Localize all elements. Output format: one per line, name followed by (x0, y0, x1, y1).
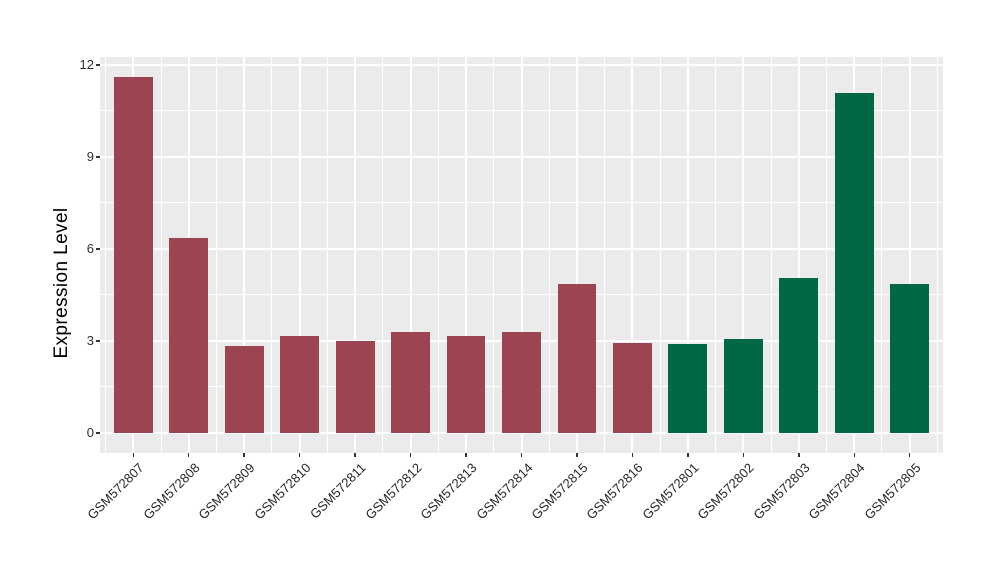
x-tick-label: GSM572808 (140, 460, 203, 523)
minor-gridline-vertical (326, 57, 328, 453)
major-gridline-vertical (465, 57, 468, 453)
bar-gsm572804 (834, 92, 874, 433)
y-tick (96, 248, 100, 250)
minor-gridline-vertical (215, 57, 217, 453)
bar-gsm572805 (890, 284, 930, 433)
minor-gridline-vertical (437, 57, 439, 453)
minor-gridline-vertical (936, 57, 938, 453)
x-tick-label: GSM572801 (639, 460, 702, 523)
minor-gridline-vertical (604, 57, 606, 453)
y-tick-label: 9 (86, 148, 94, 164)
minor-gridline-vertical (105, 57, 107, 453)
minor-gridline-vertical (382, 57, 384, 453)
x-tick (409, 453, 412, 457)
bar-gsm572801 (668, 344, 708, 433)
x-tick (465, 453, 467, 457)
major-gridline-vertical (908, 57, 911, 453)
x-tick (687, 453, 689, 457)
bar-gsm572815 (557, 284, 597, 433)
x-tick (631, 453, 634, 457)
x-tick-label: GSM572816 (583, 460, 647, 523)
y-tick-label: 0 (86, 425, 94, 440)
x-tick (354, 453, 356, 457)
bar-gsm572803 (779, 278, 819, 433)
minor-gridline-vertical (160, 57, 162, 453)
x-tick-label: GSM572811 (307, 460, 369, 522)
major-gridline-vertical (742, 57, 745, 453)
x-tick (187, 453, 190, 457)
x-tick (132, 453, 135, 457)
bar-gsm572807 (113, 77, 153, 433)
bar-gsm572816 (613, 342, 652, 433)
x-tick (520, 453, 523, 457)
bar-gsm572810 (280, 336, 320, 433)
x-tick-label: GSM572813 (417, 460, 480, 523)
y-tick (96, 64, 100, 66)
minor-gridline-vertical (271, 57, 273, 453)
bar-gsm572812 (391, 331, 430, 433)
major-gridline-vertical (409, 57, 412, 453)
minor-gridline-vertical (548, 57, 550, 453)
plot-panel (100, 57, 943, 453)
x-tick (243, 453, 245, 457)
major-gridline-vertical (797, 57, 800, 453)
major-gridline-vertical (631, 57, 634, 453)
x-tick-label: GSM572802 (694, 460, 757, 523)
y-tick-label: 12 (79, 56, 94, 72)
minor-gridline-vertical (770, 57, 772, 453)
bar-gsm572813 (446, 336, 486, 433)
major-gridline-vertical (686, 57, 689, 453)
major-gridline-vertical (520, 57, 523, 453)
major-gridline-vertical (354, 57, 357, 453)
minor-gridline-vertical (826, 57, 828, 453)
x-tick (298, 453, 301, 457)
major-gridline-vertical (575, 57, 578, 453)
x-tick (798, 453, 800, 457)
x-tick-label: GSM572810 (251, 460, 314, 523)
bar-gsm572802 (723, 339, 763, 433)
y-tick-label: 6 (86, 240, 94, 256)
minor-gridline-vertical (881, 57, 883, 453)
x-tick-label: GSM572814 (472, 460, 536, 523)
y-tick (96, 340, 100, 342)
bar-gsm572809 (224, 345, 264, 433)
y-tick-label: 3 (86, 332, 94, 348)
x-tick-label: GSM572804 (805, 460, 868, 523)
x-tick-label: GSM572809 (195, 460, 258, 523)
x-tick (908, 453, 911, 457)
x-tick-label: GSM572815 (528, 460, 591, 523)
y-tick (96, 432, 100, 434)
major-gridline-vertical (298, 57, 301, 453)
x-tick-label: GSM572805 (861, 460, 924, 523)
minor-gridline-vertical (715, 57, 717, 453)
major-gridline-vertical (243, 57, 246, 453)
x-tick (576, 453, 578, 457)
minor-gridline-vertical (659, 57, 661, 453)
x-tick-label: GSM572807 (84, 460, 147, 523)
x-tick (853, 453, 855, 457)
x-tick-label: GSM572812 (361, 460, 425, 523)
x-tick (742, 453, 745, 457)
y-tick (96, 156, 100, 158)
bar-gsm572814 (502, 331, 541, 433)
bar-gsm572808 (169, 238, 209, 433)
x-tick-label: GSM572803 (750, 460, 813, 523)
minor-gridline-vertical (493, 57, 495, 453)
bar-gsm572811 (335, 340, 375, 433)
